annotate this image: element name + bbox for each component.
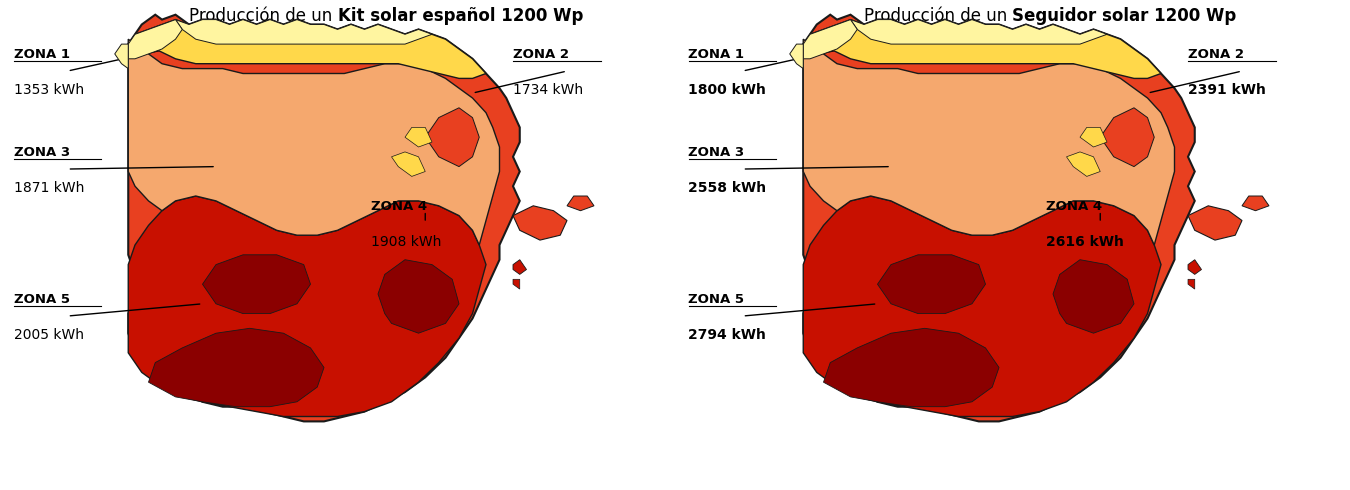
Text: 1734 kWh: 1734 kWh [513,83,583,98]
Text: 2794 kWh: 2794 kWh [688,328,767,343]
Text: 2558 kWh: 2558 kWh [688,181,767,196]
Polygon shape [878,255,986,314]
Polygon shape [1188,260,1202,274]
Text: Seguidor solar 1200 Wp: Seguidor solar 1200 Wp [1012,7,1237,25]
Polygon shape [513,206,567,240]
Polygon shape [1053,260,1134,333]
Polygon shape [810,20,1161,78]
Text: ZONA 1: ZONA 1 [14,48,69,61]
Text: ZONA 1: ZONA 1 [688,48,744,61]
Polygon shape [128,15,520,421]
Text: ZONA 4: ZONA 4 [1046,200,1103,213]
Polygon shape [850,20,1107,44]
Text: 1800 kWh: 1800 kWh [688,83,767,98]
Text: ZONA 2: ZONA 2 [513,48,568,61]
Polygon shape [1066,152,1100,176]
Text: ZONA 5: ZONA 5 [688,293,744,306]
Text: ZONA 4: ZONA 4 [371,200,428,213]
Polygon shape [202,255,310,314]
Polygon shape [128,20,182,59]
Text: 2391 kWh: 2391 kWh [1188,83,1266,98]
Text: 1908 kWh: 1908 kWh [371,235,441,249]
Polygon shape [1188,206,1242,240]
Text: Producción de un: Producción de un [864,7,1012,25]
Polygon shape [425,108,479,167]
Polygon shape [115,44,128,69]
Polygon shape [128,196,486,416]
Polygon shape [1188,279,1195,289]
Polygon shape [405,127,432,147]
Text: ZONA 3: ZONA 3 [14,146,70,159]
Polygon shape [135,20,486,78]
Polygon shape [824,328,999,407]
Polygon shape [128,39,500,245]
Polygon shape [567,196,594,211]
Polygon shape [803,15,1195,421]
Polygon shape [513,260,526,274]
Polygon shape [1100,108,1154,167]
Text: 1871 kWh: 1871 kWh [14,181,84,196]
Text: 2005 kWh: 2005 kWh [14,328,84,343]
Text: ZONA 5: ZONA 5 [14,293,69,306]
Text: ZONA 3: ZONA 3 [688,146,745,159]
Polygon shape [803,196,1161,416]
Polygon shape [148,328,324,407]
Polygon shape [513,279,520,289]
Polygon shape [1080,127,1107,147]
Polygon shape [803,39,1174,245]
Polygon shape [378,260,459,333]
Text: ZONA 2: ZONA 2 [1188,48,1243,61]
Polygon shape [1242,196,1269,211]
Polygon shape [176,20,432,44]
Text: 1353 kWh: 1353 kWh [14,83,84,98]
Text: Kit solar español 1200 Wp: Kit solar español 1200 Wp [338,7,583,25]
Text: 2616 kWh: 2616 kWh [1046,235,1125,249]
Polygon shape [803,20,857,59]
Text: Producción de un: Producción de un [189,7,338,25]
Polygon shape [790,44,803,69]
Polygon shape [392,152,425,176]
